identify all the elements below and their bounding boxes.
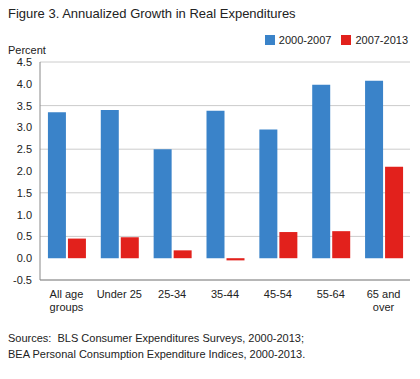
svg-text:3.5: 3.5 [17,100,32,112]
svg-text:35-44: 35-44 [211,288,239,300]
html-text:2000-2007: 2000-2007 [278,34,332,46]
html-text:Figure 3. Annualized Growth in: Figure 3. Annualized Growth in Real Expe… [8,6,296,21]
svg-text:25-34: 25-34 [158,288,186,300]
svg-text:All agegroups: All agegroups [50,288,84,313]
svg-text:45-54: 45-54 [264,288,292,300]
svg-text:0.0: 0.0 [17,252,32,264]
svg-text:65 andover: 65 andover [367,288,401,313]
html-text:BEA Personal Consumption Expen: BEA Personal Consumption Expenditure Ind… [8,348,306,360]
svg-text:-0.5: -0.5 [13,274,32,286]
svg-text:2.0: 2.0 [17,165,32,177]
svg-text:4.0: 4.0 [17,78,32,90]
html-text:Sources: BLS Consumer Expendit: Sources: BLS Consumer Expenditures Surve… [8,332,304,344]
svg-text:Under 25: Under 25 [97,288,142,300]
svg-text:1.0: 1.0 [17,209,32,221]
svg-text:3.0: 3.0 [17,121,32,133]
svg-text:4.5: 4.5 [17,56,32,68]
svg-text:1.5: 1.5 [17,187,32,199]
svg-text:0.5: 0.5 [17,230,32,242]
svg-text:55-64: 55-64 [317,288,345,300]
svg-text:2.5: 2.5 [17,143,32,155]
html-text:2007-2013: 2007-2013 [355,34,408,46]
html-text:Percent: Percent [8,44,46,56]
